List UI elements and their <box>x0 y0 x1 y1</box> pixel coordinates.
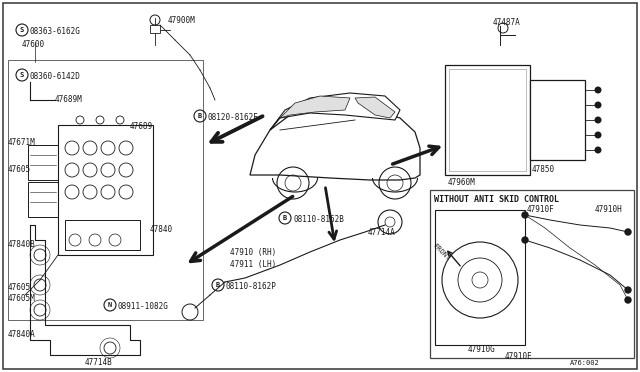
Text: 08911-1082G: 08911-1082G <box>118 302 169 311</box>
Text: 47689M: 47689M <box>55 95 83 104</box>
Text: FRONT: FRONT <box>432 242 451 261</box>
Circle shape <box>595 102 602 109</box>
Text: 47689: 47689 <box>130 122 153 131</box>
Text: 47605M: 47605M <box>8 294 36 303</box>
Text: 08120-8162E: 08120-8162E <box>208 113 259 122</box>
Circle shape <box>625 297 631 303</box>
Bar <box>435 210 525 345</box>
Text: 08110-8162P: 08110-8162P <box>226 282 277 291</box>
Bar <box>430 190 634 358</box>
Bar <box>150 25 160 33</box>
Text: 47910E: 47910E <box>505 352 532 361</box>
Circle shape <box>595 131 602 138</box>
Text: 47960M: 47960M <box>448 178 476 187</box>
Text: 47911 (LH): 47911 (LH) <box>230 260 276 269</box>
Bar <box>445 65 530 175</box>
Text: 08110-8162B: 08110-8162B <box>293 215 344 224</box>
Text: 47910G: 47910G <box>468 345 496 354</box>
Text: S: S <box>20 72 24 78</box>
Polygon shape <box>355 97 395 118</box>
Text: S: S <box>20 27 24 33</box>
Text: 47671M: 47671M <box>8 138 36 147</box>
Text: 47900M: 47900M <box>168 16 196 25</box>
Text: A76:002: A76:002 <box>570 360 600 366</box>
Text: 47487A: 47487A <box>493 18 521 27</box>
Text: 08363-6162G: 08363-6162G <box>30 27 81 36</box>
Text: 47850: 47850 <box>532 165 555 174</box>
Text: 47714A: 47714A <box>368 228 396 237</box>
Text: B: B <box>216 282 220 288</box>
Text: 47714B: 47714B <box>85 358 113 367</box>
Bar <box>58 125 153 255</box>
Circle shape <box>625 229 631 235</box>
Polygon shape <box>280 96 350 118</box>
Circle shape <box>595 147 602 154</box>
Circle shape <box>522 212 528 218</box>
Text: 47600: 47600 <box>22 40 45 49</box>
Circle shape <box>595 87 602 93</box>
Text: 47840B: 47840B <box>8 240 36 249</box>
Bar <box>449 69 526 171</box>
Text: N: N <box>108 302 112 308</box>
Bar <box>28 145 58 180</box>
Circle shape <box>595 116 602 124</box>
Text: 47840A: 47840A <box>8 330 36 339</box>
Text: 08360-6142D: 08360-6142D <box>30 72 81 81</box>
Text: B: B <box>198 113 202 119</box>
Polygon shape <box>250 105 420 180</box>
Text: B: B <box>283 215 287 221</box>
Text: 47910F: 47910F <box>527 205 555 214</box>
Circle shape <box>625 287 631 293</box>
Text: WITHOUT ANTI SKID CONTROL: WITHOUT ANTI SKID CONTROL <box>434 195 559 204</box>
Bar <box>8 60 203 320</box>
Text: 47910H: 47910H <box>595 205 623 214</box>
Polygon shape <box>270 93 400 130</box>
Text: 47605: 47605 <box>8 165 31 174</box>
Text: 47840: 47840 <box>150 225 173 234</box>
Bar <box>65 220 140 250</box>
Bar <box>28 182 58 217</box>
Text: 47605: 47605 <box>8 283 31 292</box>
Circle shape <box>522 237 528 243</box>
Bar <box>530 80 585 160</box>
Text: 47910 (RH): 47910 (RH) <box>230 248 276 257</box>
